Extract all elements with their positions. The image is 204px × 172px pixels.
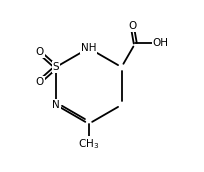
Text: S: S <box>52 62 59 72</box>
Text: CH$_3$: CH$_3$ <box>78 137 99 150</box>
Text: NH: NH <box>81 43 96 53</box>
Text: O: O <box>35 47 43 57</box>
Text: O: O <box>128 21 136 31</box>
Text: O: O <box>35 77 43 87</box>
Text: OH: OH <box>152 38 168 48</box>
Text: N: N <box>52 100 60 110</box>
